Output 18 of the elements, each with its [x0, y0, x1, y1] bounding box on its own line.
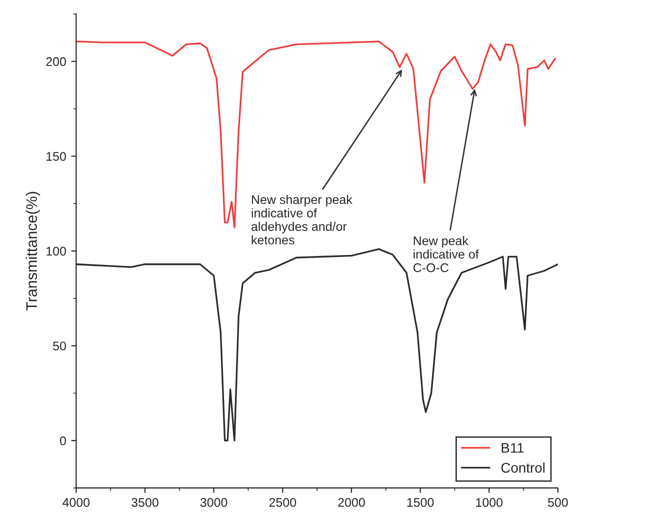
y-tick-label: 200: [46, 57, 66, 66]
annotation: New peak indicative of C-O-C: [413, 236, 479, 272]
x-tick-label: 2500: [269, 498, 296, 507]
legend-label: Control: [501, 462, 544, 473]
y-tick-label: 0: [60, 436, 66, 446]
y-tick-label: 100: [46, 246, 66, 256]
x-tick-label: 1500: [407, 498, 434, 507]
x-tick-label: 3500: [132, 498, 158, 507]
x-tick-label: 1000: [476, 498, 503, 507]
x-tick-label: 4000: [62, 498, 90, 507]
x-tick-label: 2000: [338, 498, 365, 507]
x-tick-label: 3000: [200, 498, 228, 507]
y-axis-title: Transmittance(%): [26, 192, 40, 311]
x-tick-label: 500: [548, 498, 568, 507]
y-tick-label: 150: [46, 152, 66, 161]
annotation: New sharper peak indicative of aldehydes and/or ketones: [252, 194, 352, 244]
legend-label: B11: [502, 443, 524, 453]
y-tick-label: 50: [53, 342, 66, 350]
